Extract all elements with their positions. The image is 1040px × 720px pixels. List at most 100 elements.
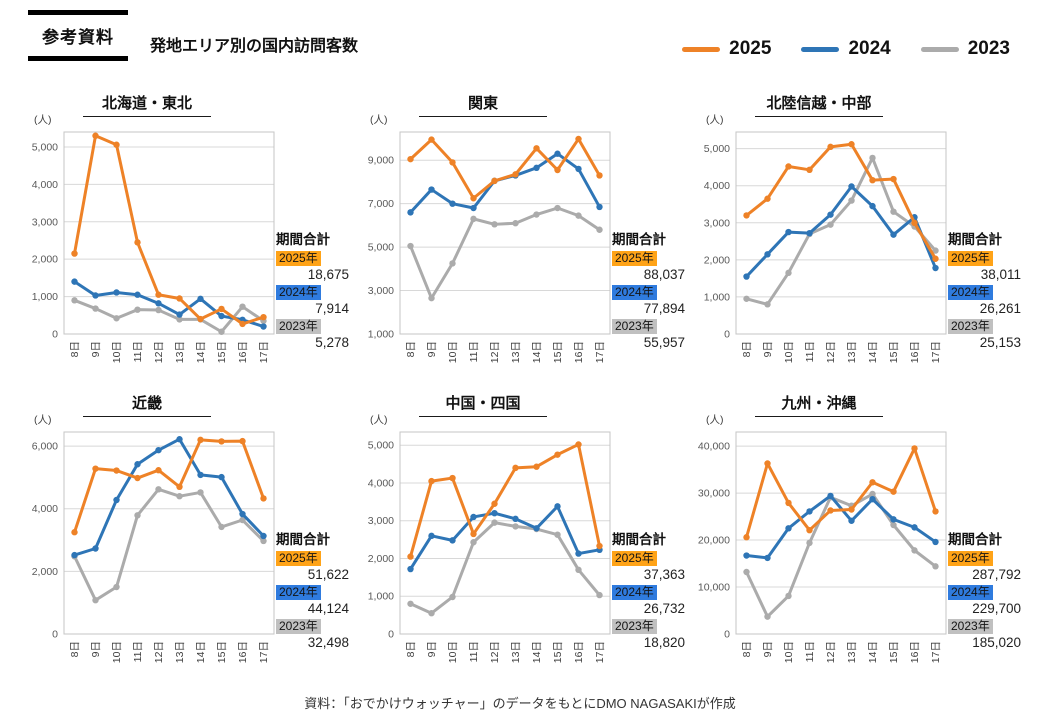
data-point-2025 <box>827 507 834 514</box>
totals-year-chip-2025: 2025年 <box>948 251 993 266</box>
data-point-2023 <box>575 212 582 219</box>
data-point-2024 <box>428 186 435 193</box>
y-axis-unit-label: (人) <box>370 114 388 126</box>
x-tick-label: 14日 <box>531 641 543 663</box>
y-tick-label: 5,000 <box>704 143 730 155</box>
totals-value-2025: 37,363 <box>643 567 685 582</box>
data-point-2025 <box>743 212 750 219</box>
data-point-2025 <box>197 315 204 323</box>
data-point-2025 <box>260 313 267 321</box>
data-point-2024 <box>932 264 939 272</box>
period-totals-panel: 期間合計 2025年 18,675 2024年 7,914 2023年 5,278 <box>276 228 352 351</box>
totals-value-2025: 51,622 <box>307 567 349 582</box>
reference-material-badge: 参考資料 <box>28 10 128 61</box>
data-point-2025 <box>785 499 792 507</box>
y-tick-label: 5,000 <box>32 141 58 153</box>
data-point-2024 <box>575 550 582 557</box>
data-point-2023 <box>932 563 939 570</box>
data-point-2023 <box>932 247 939 254</box>
legend-label-2025: 2025 <box>729 38 772 59</box>
data-point-2024 <box>869 202 876 210</box>
data-point-2023 <box>428 294 435 302</box>
data-point-2025 <box>554 166 561 174</box>
data-point-2023 <box>785 269 792 277</box>
data-point-2025 <box>827 143 834 151</box>
data-point-2023 <box>491 221 498 228</box>
chart-title: 九州・沖縄 <box>755 392 883 417</box>
data-point-2024 <box>764 554 771 562</box>
totals-header: 期間合計 <box>948 532 1002 547</box>
data-point-2023 <box>596 226 603 233</box>
y-axis-unit-label: (人) <box>706 414 724 426</box>
data-point-2024 <box>134 291 141 298</box>
x-tick-label: 12日 <box>153 341 165 363</box>
x-tick-label: 13日 <box>174 641 186 663</box>
data-point-2025 <box>869 176 876 184</box>
data-point-2025 <box>764 195 771 202</box>
data-point-2023 <box>155 486 162 493</box>
data-point-2023 <box>239 303 246 310</box>
legend-swatch-2024 <box>801 46 840 52</box>
data-point-2025 <box>428 136 435 143</box>
data-point-2024 <box>134 461 141 468</box>
data-point-2025 <box>218 305 225 313</box>
totals-header: 期間合計 <box>276 232 330 247</box>
totals-year-chip-2024: 2024年 <box>948 285 993 300</box>
data-point-2023 <box>71 297 78 304</box>
y-tick-label: 1,000 <box>368 591 394 603</box>
data-point-2024 <box>554 150 561 157</box>
data-point-2025 <box>449 159 456 166</box>
y-tick-label: 10,000 <box>698 582 730 594</box>
data-point-2024 <box>743 552 750 559</box>
y-tick-label: 2,000 <box>368 553 394 565</box>
totals-value-2025: 88,037 <box>643 267 685 282</box>
series-line-2025 <box>745 446 937 539</box>
x-tick-label: 16日 <box>909 641 921 663</box>
data-point-2025 <box>554 451 561 458</box>
data-point-2025 <box>890 175 897 183</box>
data-point-2023 <box>197 489 204 496</box>
data-point-2024 <box>890 231 897 238</box>
data-point-2025 <box>911 219 918 227</box>
chart-hokuriku-shinetsu-chubu: 北陸信越・中部 (人) 0 1,000 2,000 3,000 4,000 5,000 8日… <box>688 88 1024 372</box>
data-point-2024 <box>470 204 477 212</box>
data-point-2024 <box>512 515 519 523</box>
totals-year-chip-2024: 2024年 <box>276 585 321 600</box>
totals-value-2023: 32,498 <box>307 635 349 650</box>
y-tick-label: 0 <box>388 629 394 641</box>
y-tick-label: 5,000 <box>368 242 394 254</box>
data-point-2025 <box>806 526 813 534</box>
totals-value-2025: 38,011 <box>980 267 1021 282</box>
series-line-2023 <box>73 487 265 602</box>
data-point-2024 <box>239 510 246 518</box>
totals-value-2024: 26,732 <box>643 601 685 616</box>
x-tick-label: 8日 <box>405 341 417 357</box>
y-tick-label: 2,000 <box>32 566 58 578</box>
x-tick-label: 11日 <box>468 341 480 362</box>
data-point-2025 <box>533 463 540 470</box>
period-totals-panel: 期間合計 2025年 37,363 2024年 26,732 2023年 18,820 <box>612 528 688 651</box>
legend-label-2023: 2023 <box>967 38 1010 59</box>
data-point-2023 <box>428 610 435 617</box>
source-note: 資料：「おでかけウォッチャー」のデータをもとにDMO NAGASAKIが作成 <box>304 696 736 711</box>
data-point-2023 <box>890 521 897 529</box>
data-point-2024 <box>176 311 183 318</box>
legend-item-2023: 2023 <box>920 38 1010 60</box>
x-tick-label: 9日 <box>426 341 438 357</box>
data-point-2024 <box>806 508 813 515</box>
series-line-2023 <box>409 521 601 615</box>
totals-value-2025: 18,675 <box>307 267 349 282</box>
y-axis-unit-label: (人) <box>34 414 52 426</box>
chart-title-wrap: 北海道・東北 <box>16 92 278 117</box>
data-point-2024 <box>449 200 456 207</box>
y-tick-label: 3,000 <box>368 515 394 527</box>
chart-hokkaido-tohoku: 北海道・東北 (人) 0 1,000 2,000 3,000 4,000 5,000 8日 9… <box>16 88 352 372</box>
data-point-2023 <box>575 566 582 574</box>
y-tick-label: 5,000 <box>368 440 394 452</box>
data-point-2023 <box>470 539 477 546</box>
data-point-2024 <box>806 229 813 237</box>
totals-year-chip-2024: 2024年 <box>276 285 321 300</box>
data-point-2023 <box>176 316 183 323</box>
data-point-2025 <box>176 295 183 302</box>
x-tick-label: 15日 <box>888 341 900 363</box>
